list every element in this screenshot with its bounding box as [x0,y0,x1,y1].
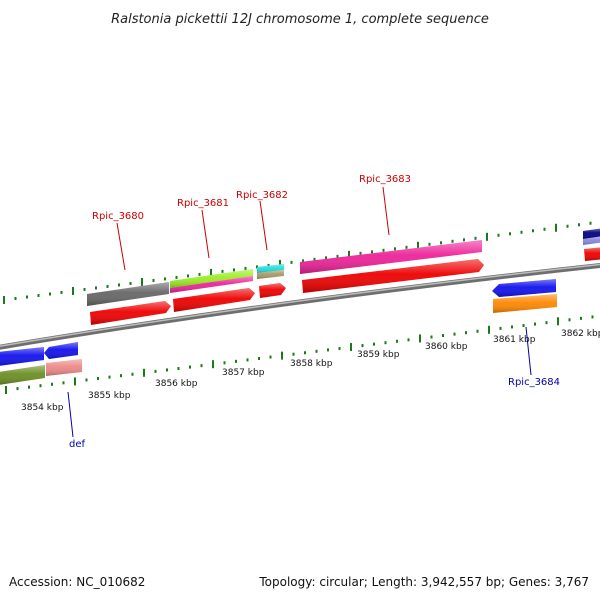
map-title: Ralstonia pickettii 12J chromosome 1, co… [111,12,489,27]
tick-label-3859: 3859 kbp [357,350,400,360]
cds-arrow-right-edge[interactable] [584,247,600,261]
tick-label-3855: 3855 kbp [88,391,131,401]
tick-label-3861: 3861 kbp [493,335,536,345]
feature-navy-right[interactable] [583,228,600,239]
feature-lime-3681[interactable] [170,269,253,288]
gene-label-rpic-3683[interactable]: Rpic_3683 [359,174,411,185]
gene-label-def[interactable]: def [69,439,86,450]
feature-lavender-right[interactable] [583,236,600,245]
gene-label-rpic-3682[interactable]: Rpic_3682 [236,190,288,201]
tick-label-3862: 3862 kbp [561,329,600,339]
tick-label-3858: 3858 kbp [290,359,333,369]
tick-label-3857: 3857 kbp [222,368,265,378]
feature-blue-arrow-3684[interactable] [492,279,556,297]
gene-label-rpic-3680[interactable]: Rpic_3680 [92,211,144,222]
feature-gray-3680[interactable] [87,282,169,306]
cds-arrow-3683[interactable] [302,259,484,293]
feature-magenta-3683[interactable] [300,240,482,274]
label-leaders [67,186,532,438]
sequence-backbone [0,263,600,350]
gene-label-rpic-3681[interactable]: Rpic_3681 [177,198,229,209]
summary-text: Topology: circular; Length: 3,942,557 bp… [258,575,589,589]
cds-arrow-3682[interactable] [259,283,286,298]
feature-magenta-3681[interactable] [170,276,253,293]
tick-label-3856: 3856 kbp [155,379,198,389]
cds-arrow-3681[interactable] [173,288,255,312]
accession-text: Accession: NC_010682 [9,575,145,589]
feature-orange-3684[interactable] [493,294,557,313]
kbp-scale-labels: 3854 kbp 3855 kbp 3856 kbp 3857 kbp 3858… [21,329,600,413]
feature-blue-arrow-def[interactable] [44,342,78,359]
tick-label-3860: 3860 kbp [425,342,468,352]
gene-label-rpic-3684[interactable]: Rpic_3684 [508,377,560,388]
feature-olive-left[interactable] [0,365,45,385]
feature-khaki-3682[interactable] [257,270,284,279]
lower-tick-row [5,315,594,394]
cds-arrow-3680[interactable] [90,301,171,325]
feature-blue-left[interactable] [0,347,44,366]
tick-label-3854: 3854 kbp [21,403,64,413]
feature-pink-def[interactable] [46,359,82,376]
